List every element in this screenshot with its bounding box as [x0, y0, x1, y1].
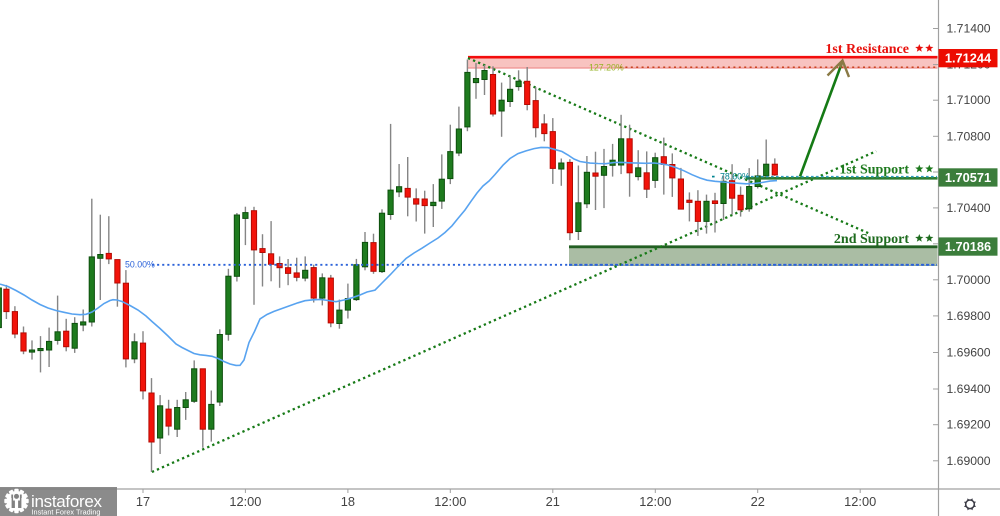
svg-text:1st Resistance: 1st Resistance: [825, 42, 909, 57]
svg-text:21: 21: [546, 494, 560, 509]
svg-text:1.69600: 1.69600: [947, 346, 991, 360]
svg-text:1.70571: 1.70571: [945, 170, 991, 185]
svg-text:1st Support: 1st Support: [839, 163, 909, 178]
svg-text:50.00%: 50.00%: [125, 260, 155, 270]
svg-text:12:00: 12:00: [229, 494, 261, 509]
svg-text:1.70186: 1.70186: [945, 239, 991, 254]
svg-text:12:00: 12:00: [844, 494, 876, 509]
svg-text:1.70800: 1.70800: [947, 129, 991, 143]
svg-text:22: 22: [751, 494, 765, 509]
svg-text:1.70000: 1.70000: [947, 273, 991, 287]
svg-text:instaforex: instaforex: [31, 492, 103, 511]
svg-text:1.71400: 1.71400: [947, 22, 991, 36]
svg-text:127.20%: 127.20%: [589, 62, 624, 72]
svg-text:1.69200: 1.69200: [947, 418, 991, 432]
svg-text:12:00: 12:00: [434, 494, 466, 509]
svg-text:1.69400: 1.69400: [947, 382, 991, 396]
svg-text:1.71244: 1.71244: [945, 51, 992, 66]
svg-text:18: 18: [341, 494, 355, 509]
svg-text:1.69800: 1.69800: [947, 309, 991, 323]
svg-text:1.69000: 1.69000: [947, 454, 991, 468]
svg-text:17: 17: [136, 494, 150, 509]
svg-text:1.70400: 1.70400: [947, 201, 991, 215]
svg-text:1.71000: 1.71000: [947, 93, 991, 107]
svg-text:78.60%: 78.60%: [720, 172, 750, 182]
svg-text:Instant Forex Trading: Instant Forex Trading: [32, 508, 101, 516]
svg-text:12:00: 12:00: [639, 494, 671, 509]
svg-text:2nd Support: 2nd Support: [834, 232, 909, 247]
